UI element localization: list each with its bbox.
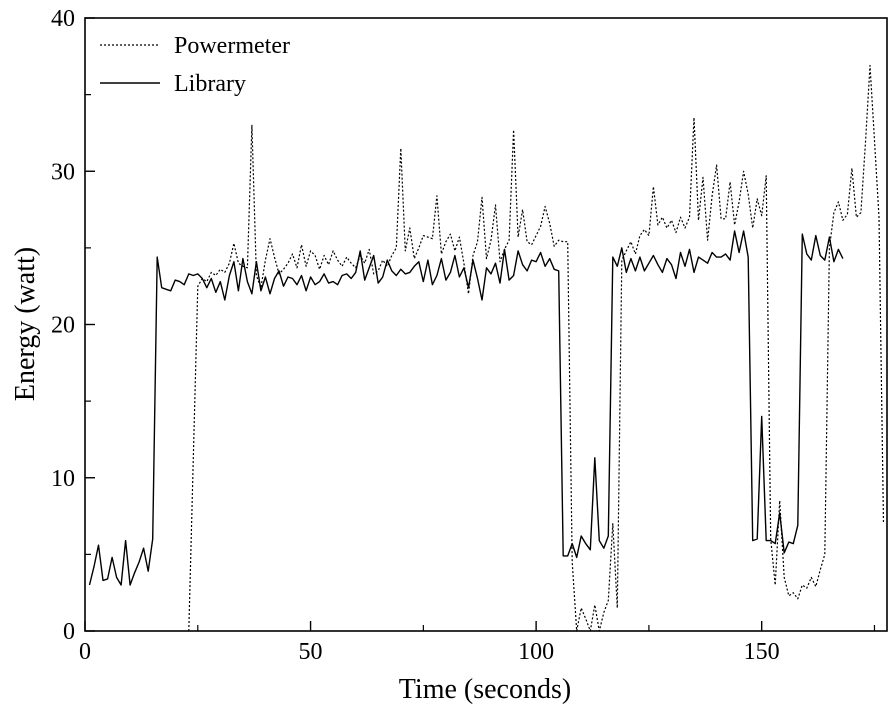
x-tick-label: 0 [79,639,91,665]
legend-label-powermeter: Powermeter [174,33,290,59]
series-line-powermeter [188,64,885,632]
x-axis-ticks: 0 50 100 150 [79,621,876,665]
x-tick-label: 100 [518,639,554,665]
y-tick-label: 20 [51,313,75,339]
series-line-library [88,230,844,586]
y-axis-ticks: 0 10 20 30 40 [51,6,95,645]
y-tick-label: 0 [63,619,75,645]
y-axis-title: Energy (watt) [10,247,41,401]
y-tick-label: 40 [51,6,75,32]
x-tick-label: 50 [299,639,323,665]
x-axis-title: Time (seconds) [399,674,571,705]
y-tick-label: 10 [51,466,75,492]
series-layer [88,64,885,632]
legend: Powermeter Library [100,33,290,97]
x-tick-label: 150 [744,639,780,665]
y-tick-label: 30 [51,159,75,185]
legend-label-library: Library [174,71,246,97]
